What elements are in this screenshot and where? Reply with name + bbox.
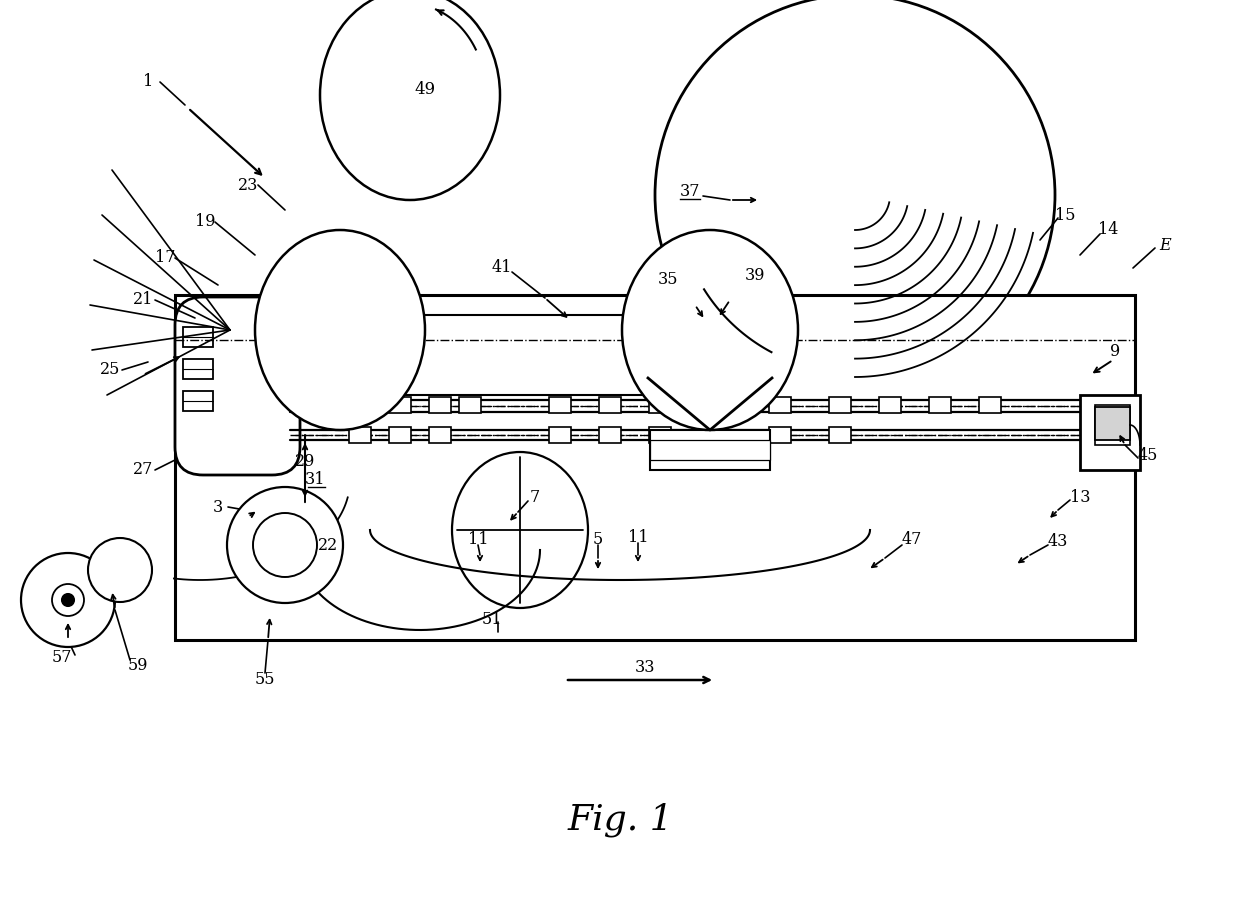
Text: 27: 27 <box>133 461 154 479</box>
Text: 41: 41 <box>492 259 512 277</box>
Text: Fig. 1: Fig. 1 <box>567 803 673 837</box>
Bar <box>175 295 1135 640</box>
Bar <box>184 359 213 379</box>
Text: 25: 25 <box>99 361 120 379</box>
Bar <box>429 427 451 443</box>
Bar <box>184 327 213 347</box>
Text: 5: 5 <box>593 531 603 549</box>
Text: 37: 37 <box>680 184 701 200</box>
Bar <box>704 397 725 413</box>
Bar <box>830 427 851 443</box>
Bar <box>1080 395 1140 470</box>
Text: 45: 45 <box>1138 447 1158 463</box>
Text: E: E <box>1159 237 1171 254</box>
Bar <box>549 427 570 443</box>
Text: 29: 29 <box>295 453 315 470</box>
Circle shape <box>655 0 1055 395</box>
Bar <box>184 391 213 411</box>
FancyBboxPatch shape <box>175 297 300 475</box>
Circle shape <box>52 584 84 616</box>
Text: 13: 13 <box>1070 490 1090 507</box>
Text: 55: 55 <box>254 672 275 689</box>
Text: 49: 49 <box>414 82 435 98</box>
Bar <box>348 397 371 413</box>
Text: 11: 11 <box>467 531 489 549</box>
Bar <box>879 397 901 413</box>
Text: 23: 23 <box>238 177 258 194</box>
Text: 11: 11 <box>627 530 649 547</box>
Bar <box>769 397 791 413</box>
Text: 1: 1 <box>143 74 153 90</box>
Text: 14: 14 <box>1097 221 1118 238</box>
Bar <box>649 427 671 443</box>
Text: 43: 43 <box>1048 533 1068 551</box>
Text: 33: 33 <box>635 660 655 676</box>
Bar <box>769 427 791 443</box>
Bar <box>650 430 770 470</box>
Text: 35: 35 <box>657 271 678 288</box>
Circle shape <box>62 594 74 606</box>
Circle shape <box>88 538 153 602</box>
Bar <box>1095 407 1130 440</box>
Ellipse shape <box>453 452 588 608</box>
Bar <box>830 397 851 413</box>
Bar <box>649 397 671 413</box>
Text: 19: 19 <box>195 214 216 230</box>
Bar <box>348 427 371 443</box>
Bar <box>599 427 621 443</box>
Text: 17: 17 <box>155 249 175 267</box>
Text: 22: 22 <box>317 537 339 553</box>
Ellipse shape <box>622 230 799 430</box>
Bar <box>650 440 770 460</box>
Ellipse shape <box>255 230 425 430</box>
Text: 51: 51 <box>482 612 502 629</box>
Ellipse shape <box>320 0 500 200</box>
Bar <box>549 397 570 413</box>
Bar <box>290 315 760 395</box>
Bar <box>1095 405 1130 445</box>
Text: 31: 31 <box>305 471 325 489</box>
Text: 39: 39 <box>745 267 765 284</box>
Text: 47: 47 <box>901 531 923 549</box>
Bar <box>980 397 1001 413</box>
Text: 7: 7 <box>529 490 541 507</box>
Bar <box>429 397 451 413</box>
Text: 9: 9 <box>1110 343 1120 360</box>
Bar <box>704 427 725 443</box>
Circle shape <box>253 513 317 577</box>
Bar <box>459 397 481 413</box>
Text: 3: 3 <box>213 499 223 515</box>
Circle shape <box>227 487 343 603</box>
Bar <box>389 427 410 443</box>
Text: 59: 59 <box>128 656 149 673</box>
Circle shape <box>21 553 115 647</box>
Text: 15: 15 <box>1055 207 1075 224</box>
Text: 57: 57 <box>52 650 72 666</box>
Bar <box>929 397 951 413</box>
Text: 21: 21 <box>133 291 154 308</box>
Bar <box>599 397 621 413</box>
Bar <box>389 397 410 413</box>
